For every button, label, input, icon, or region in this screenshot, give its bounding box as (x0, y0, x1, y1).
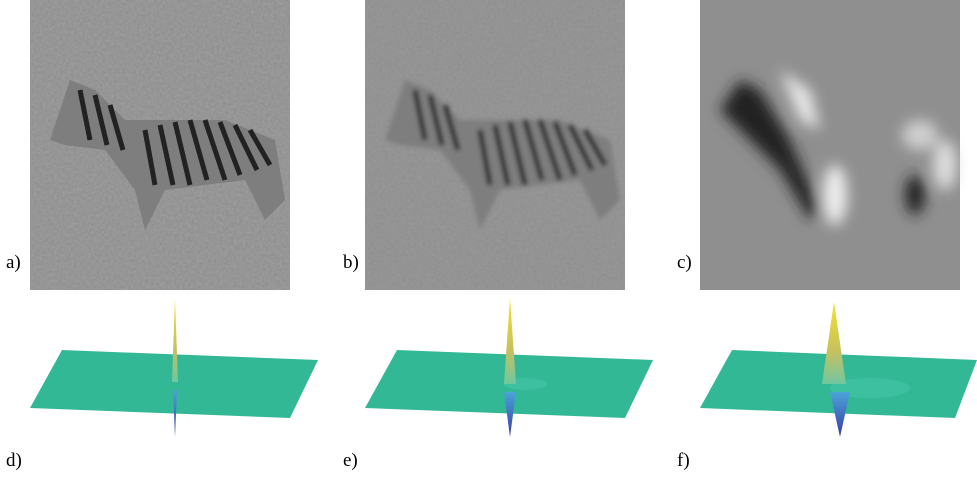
figure: a) b) c) d) e) f) (0, 0, 977, 473)
spike-up (504, 298, 516, 384)
panel-label: c) (677, 252, 692, 273)
spike-up (172, 298, 178, 382)
panel-label: e) (343, 450, 358, 471)
panel-label: d) (6, 450, 22, 471)
panel-label: f) (677, 450, 690, 471)
spike-up (822, 302, 846, 384)
spike-down (830, 392, 850, 437)
panel-label: a) (6, 252, 21, 273)
panel-label: b) (343, 252, 359, 273)
spike-down (504, 392, 516, 437)
